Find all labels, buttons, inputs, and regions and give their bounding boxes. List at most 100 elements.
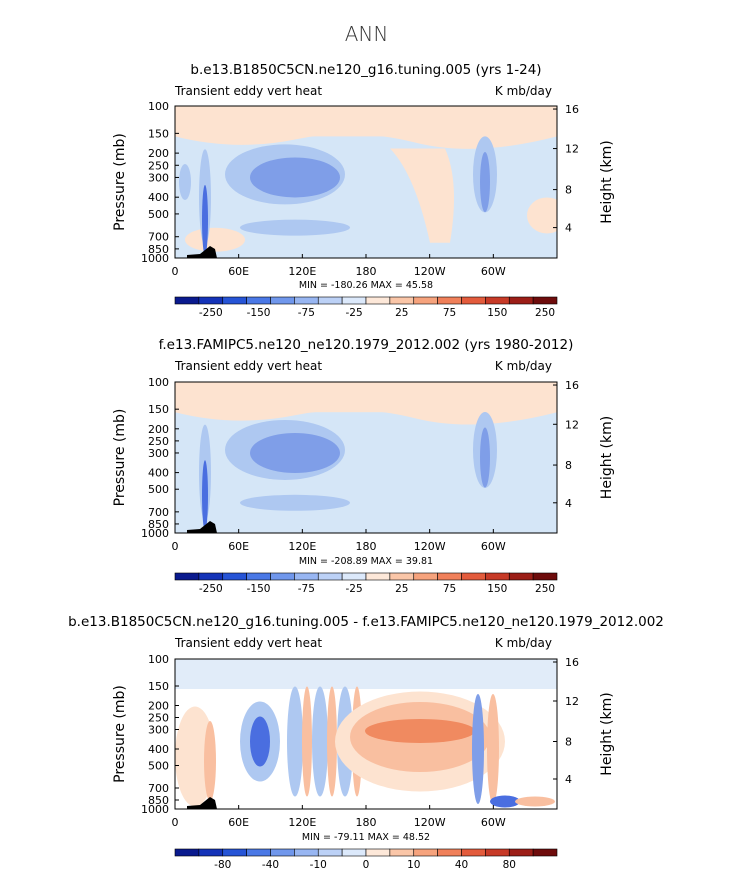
y-tick-label: 850 bbox=[148, 794, 169, 807]
y-tick-label-right: 16 bbox=[565, 379, 579, 392]
upper-warm-region bbox=[175, 106, 557, 149]
colorbar-swatch bbox=[389, 572, 415, 581]
colorbar-swatch bbox=[532, 572, 558, 581]
y-tick-label: 300 bbox=[148, 724, 169, 737]
colorbar-tick-label: 25 bbox=[395, 307, 408, 319]
colorbar-swatch bbox=[317, 572, 343, 581]
y-tick-label: 1000 bbox=[141, 803, 169, 816]
colorbar-tick-label: -250 bbox=[199, 583, 223, 595]
colorbar-tick-label: 0 bbox=[363, 859, 370, 871]
panel-2: f.e13.FAMIPC5.ne120_ne120.1979_2012.002 … bbox=[112, 337, 615, 595]
colorbar-swatch bbox=[198, 296, 224, 305]
y-tick-label-right: 8 bbox=[565, 736, 572, 749]
y-tick-label: 250 bbox=[148, 435, 169, 448]
colorbar-tick-label: 40 bbox=[455, 859, 468, 871]
colorbar-swatch bbox=[532, 296, 558, 305]
y-tick-label: 500 bbox=[148, 483, 169, 496]
jet-entrance-core bbox=[202, 460, 208, 531]
colorbar-swatch bbox=[246, 572, 271, 581]
colorbar-swatch bbox=[294, 296, 319, 305]
y-tick-label-right: 4 bbox=[565, 222, 572, 235]
y-tick-label: 700 bbox=[148, 782, 169, 795]
y-tick-label: 250 bbox=[148, 159, 169, 172]
colorbar-swatch bbox=[341, 572, 367, 581]
colorbar-swatch bbox=[413, 848, 438, 857]
colorbar-tick-label: 10 bbox=[407, 859, 420, 871]
panel-title: b.e13.B1850C5CN.ne120_g16.tuning.005 (yr… bbox=[190, 62, 541, 78]
y-tick-label: 100 bbox=[148, 376, 169, 389]
colorbar-swatch bbox=[389, 296, 415, 305]
ylabel-right: Height (km) bbox=[599, 416, 615, 499]
ylabel-left: Pressure (mb) bbox=[112, 685, 128, 783]
x-tick-label: 0 bbox=[172, 540, 179, 553]
x-tick-label: 60W bbox=[481, 816, 506, 829]
y-tick-label: 100 bbox=[148, 653, 169, 666]
colorbar-tick-label: -40 bbox=[262, 859, 279, 871]
lower-storm-track bbox=[240, 494, 350, 511]
west-warm-core bbox=[204, 721, 216, 801]
x-tick-label: 120W bbox=[414, 540, 446, 553]
min-max-stats: MIN = -208.89 MAX = 39.81 bbox=[299, 556, 433, 567]
colorbar-tick-label: -25 bbox=[345, 307, 362, 319]
tropical-warm-core bbox=[365, 719, 475, 743]
y-tick-label: 1000 bbox=[141, 252, 169, 265]
upper-warm-region bbox=[175, 382, 557, 425]
colorbar-swatch bbox=[198, 572, 224, 581]
y-tick-label: 200 bbox=[148, 700, 169, 713]
colorbar-swatch bbox=[294, 572, 319, 581]
colorbar-swatch bbox=[485, 848, 510, 857]
contour-field bbox=[175, 382, 557, 533]
x-tick-label: 120W bbox=[414, 265, 446, 278]
colorbar-tick-label: 250 bbox=[535, 583, 555, 595]
x-tick-label: 180 bbox=[356, 540, 377, 553]
colorbar-swatch bbox=[437, 848, 462, 857]
colorbar-swatch bbox=[461, 848, 486, 857]
colorbar-swatch bbox=[389, 848, 415, 857]
topography bbox=[187, 246, 217, 258]
y-tick-label: 150 bbox=[148, 680, 169, 693]
y-tick-label: 500 bbox=[148, 208, 169, 221]
units-label: K mb/day bbox=[495, 636, 552, 650]
colorbar-tick-label: 80 bbox=[503, 859, 516, 871]
y-tick-label: 100 bbox=[148, 100, 169, 113]
ylabel-right: Height (km) bbox=[599, 140, 615, 223]
east-warm-patch bbox=[527, 197, 557, 234]
tropical-warm-tongue bbox=[390, 424, 454, 518]
x-tick-label: 180 bbox=[356, 816, 377, 829]
east-storm-core bbox=[480, 427, 490, 488]
colorbar-swatch bbox=[294, 848, 319, 857]
colorbar-swatch bbox=[317, 296, 343, 305]
y-tick-label: 150 bbox=[148, 127, 169, 140]
colorbar-swatch bbox=[174, 572, 200, 581]
colorbar-swatch bbox=[413, 572, 438, 581]
colorbar-swatch bbox=[532, 848, 558, 857]
colorbar-swatch bbox=[508, 572, 534, 581]
storm-track-core bbox=[250, 432, 340, 473]
x-tick-label: 120E bbox=[288, 265, 316, 278]
east-storm-core bbox=[480, 152, 490, 212]
colorbar-swatch bbox=[437, 296, 462, 305]
colorbar-tick-label: -250 bbox=[199, 307, 223, 319]
colorbar-swatch bbox=[341, 296, 367, 305]
field-label: Transient eddy vert heat bbox=[174, 636, 322, 650]
y-tick-label: 700 bbox=[148, 231, 169, 244]
colorbar-swatch bbox=[437, 572, 462, 581]
colorbar-tick-label: -150 bbox=[247, 307, 271, 319]
min-max-stats: MIN = -79.11 MAX = 48.52 bbox=[302, 832, 430, 843]
y-tick-label: 400 bbox=[148, 467, 169, 480]
colorbar-swatch bbox=[270, 848, 295, 857]
storm-track-core bbox=[250, 157, 340, 198]
colorbar-tick-label: 25 bbox=[395, 583, 408, 595]
x-tick-label: 60E bbox=[228, 540, 249, 553]
min-max-stats: MIN = -180.26 MAX = 45.58 bbox=[299, 280, 433, 291]
y-tick-label: 300 bbox=[148, 171, 169, 184]
units-label: K mb/day bbox=[495, 359, 552, 373]
colorbar-tick-label: -75 bbox=[298, 583, 315, 595]
panel-1: b.e13.B1850C5CN.ne120_g16.tuning.005 (yr… bbox=[112, 62, 615, 319]
panel-title: f.e13.FAMIPC5.ne120_ne120.1979_2012.002 … bbox=[159, 337, 574, 353]
y-tick-label-right: 8 bbox=[565, 459, 572, 472]
colorbar-swatch bbox=[413, 296, 438, 305]
colorbar-tick-label: -10 bbox=[310, 859, 327, 871]
units-label: K mb/day bbox=[495, 84, 552, 98]
colorbar-swatch bbox=[174, 848, 200, 857]
